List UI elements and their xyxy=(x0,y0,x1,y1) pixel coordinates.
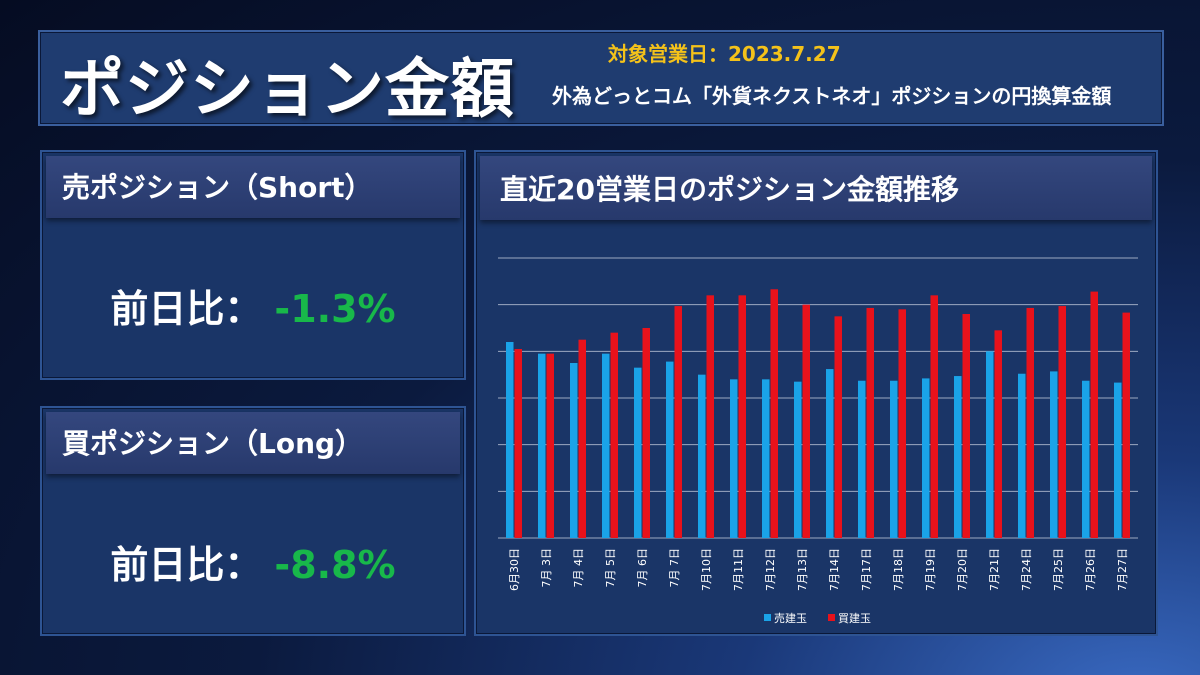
x-tick-label: 7月26日 xyxy=(1084,548,1097,591)
x-tick-label: 7月 6日 xyxy=(636,548,649,588)
header-banner: ポジション金額 対象営業日：2023.7.27 外為どっとコム「外貨ネクストネオ… xyxy=(38,30,1164,127)
legend-label-long: 買建玉 xyxy=(838,611,871,625)
target-date-label: 対象営業日：2023.7.27 xyxy=(608,42,841,66)
short-box-header: 売ポジション（Short） xyxy=(46,156,460,218)
x-tick-label: 7月10日 xyxy=(700,548,713,591)
legend-label-short: 売建玉 xyxy=(774,611,807,625)
short-bar xyxy=(698,374,706,538)
legend-swatch-short xyxy=(764,614,771,621)
short-bar xyxy=(986,351,994,538)
long-bar xyxy=(898,309,906,538)
long-bar xyxy=(738,295,746,538)
long-bar xyxy=(930,295,938,538)
long-bar xyxy=(802,304,810,538)
x-tick-label: 7月 7日 xyxy=(668,548,681,588)
long-bar xyxy=(770,289,778,538)
chart-panel: 直近20営業日のポジション金額推移 6月30日 7月 3日 7月 4日 7月 5日 7月… xyxy=(474,150,1158,636)
page-title: ポジション金額 xyxy=(60,53,515,127)
long-bar xyxy=(610,332,618,538)
long-bar xyxy=(674,306,682,538)
x-tick-label: 7月17日 xyxy=(860,548,873,591)
x-tick-label: 7月11日 xyxy=(732,548,745,591)
short-bar xyxy=(890,380,898,538)
x-tick-label: 7月 4日 xyxy=(572,548,585,588)
short-bar xyxy=(730,379,738,538)
long-bar xyxy=(866,307,874,538)
short-ratio: 前日比： -1.3% xyxy=(42,278,464,333)
short-position-box: 売ポジション（Short） 前日比： -1.3% xyxy=(40,150,466,380)
long-ratio: 前日比： -8.8% xyxy=(42,534,464,589)
short-bar xyxy=(570,363,578,538)
short-bar xyxy=(794,381,802,538)
short-bar xyxy=(762,379,770,538)
short-bar xyxy=(634,367,642,538)
short-bar xyxy=(506,342,514,538)
short-bar xyxy=(602,353,610,538)
short-bar xyxy=(666,361,674,538)
short-box-title: 売ポジション（Short） xyxy=(62,171,373,204)
chart-panel-header: 直近20営業日のポジション金額推移 xyxy=(480,156,1152,220)
long-bar xyxy=(1026,307,1034,538)
long-box-header: 買ポジション（Long） xyxy=(46,412,460,474)
short-bar xyxy=(1114,382,1122,538)
x-tick-label: 7月19日 xyxy=(924,548,937,591)
long-bar xyxy=(546,353,554,538)
x-tick-label: 7月20日 xyxy=(956,548,969,591)
short-bar xyxy=(826,369,834,538)
long-bar xyxy=(578,339,586,538)
x-tick-label: 7月18日 xyxy=(892,548,905,591)
long-bar xyxy=(642,328,650,538)
long-bar xyxy=(834,316,842,538)
long-ratio-label: 前日比： xyxy=(110,543,263,587)
x-tick-label: 6月30日 xyxy=(508,548,521,591)
short-bar xyxy=(922,378,930,538)
x-tick-label: 7月13日 xyxy=(796,548,809,591)
chart-panel-title: 直近20営業日のポジション金額推移 xyxy=(500,173,959,206)
page-subtitle: 外為どっとコム「外貨ネクストネオ」ポジションの円換算金額 xyxy=(552,84,1112,108)
short-bar xyxy=(858,380,866,538)
position-chart: 6月30日 7月 3日 7月 4日 7月 5日 7月 6日 7月 7日 7月10日 7月11日… xyxy=(498,257,1138,625)
short-bar xyxy=(538,353,546,538)
x-tick-label: 7月25日 xyxy=(1052,548,1065,591)
x-tick-label: 7月 5日 xyxy=(604,548,617,588)
x-tick-label: 7月 3日 xyxy=(540,548,553,588)
x-tick-label: 7月27日 xyxy=(1116,548,1129,591)
long-bar xyxy=(994,330,1002,538)
short-bar xyxy=(1050,371,1058,538)
long-bar xyxy=(962,314,970,538)
long-bar xyxy=(514,349,522,538)
short-bar xyxy=(1018,373,1026,538)
long-ratio-value: -8.8% xyxy=(274,543,396,587)
long-bar xyxy=(1090,291,1098,538)
long-bar xyxy=(1058,306,1066,538)
short-bar xyxy=(1082,380,1090,538)
x-tick-label: 7月21日 xyxy=(988,548,1001,591)
x-tick-label: 7月24日 xyxy=(1020,548,1033,591)
legend-swatch-long xyxy=(828,614,835,621)
long-box-title: 買ポジション（Long） xyxy=(62,427,364,460)
short-ratio-label: 前日比： xyxy=(110,287,263,331)
long-position-box: 買ポジション（Long） 前日比： -8.8% xyxy=(40,406,466,636)
long-bar xyxy=(706,295,714,538)
long-bar xyxy=(1122,312,1130,538)
short-bar xyxy=(954,376,962,538)
x-tick-label: 7月12日 xyxy=(764,548,777,591)
short-ratio-value: -1.3% xyxy=(274,287,396,331)
x-tick-label: 7月14日 xyxy=(828,548,841,591)
